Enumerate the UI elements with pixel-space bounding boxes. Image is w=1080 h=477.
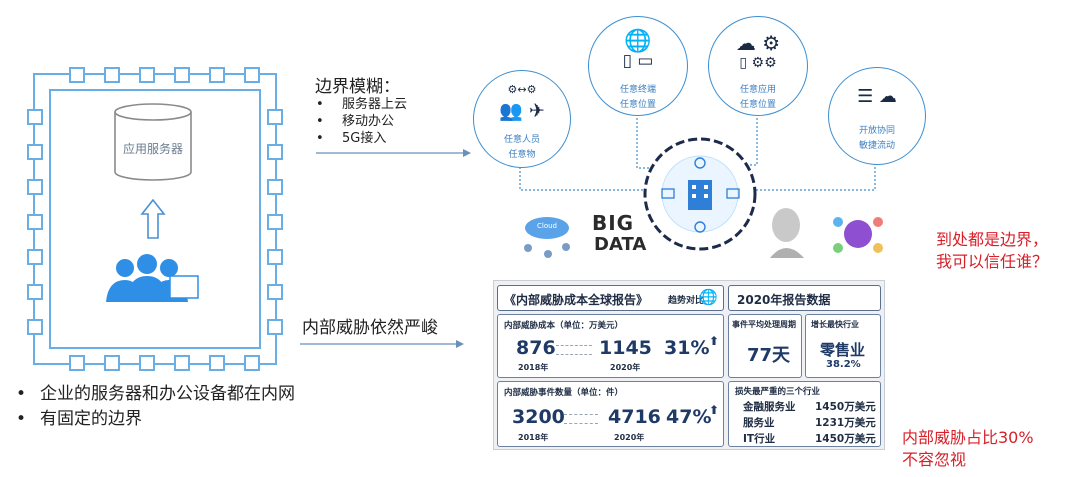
circle-line2: 敏捷流动 [858, 141, 895, 151]
circle-line2: 任意位置 [739, 100, 776, 110]
trend-arrow [556, 345, 592, 355]
phone-settings-icon: ▯ ⚙⚙ [739, 55, 777, 71]
events-label: 内部威胁事件数量（单位：件） [504, 388, 624, 398]
robot-image [770, 208, 804, 258]
boundary-blur-title: 边界模糊： [315, 77, 400, 97]
industry-name: 服务业 [743, 417, 775, 429]
server-label: 应用服务器 [122, 142, 183, 156]
boundary-blur-list: 服务器上云 移动办公 5G接入 [316, 96, 407, 147]
cloud-image [524, 217, 570, 258]
year-label: 2020年 [610, 363, 641, 372]
fastest-box: 增长最快行业 零售业 38.2% [805, 314, 881, 378]
trend-arrow [564, 414, 598, 424]
red-note-line: 内部威胁占比30% [902, 428, 1034, 447]
globe-icon: 🌐 [624, 29, 652, 54]
boundary-blur-item: 5G接入 [316, 130, 407, 147]
circle-line2: 任意位置 [619, 100, 656, 110]
globe-icon: 🌐 [699, 288, 718, 306]
cost-pct: 31% [664, 337, 710, 359]
events-2020: 4716 [608, 406, 661, 428]
industry-value: 1450万美元 [815, 433, 876, 445]
avg-cycle-box: 事件平均处理周期 77天 [728, 314, 802, 378]
inner-threat-title: 内部威胁依然严峻 [302, 318, 438, 338]
big-data-big: BIG [592, 211, 635, 235]
industry-value: 1231万美元 [815, 417, 876, 429]
circle-line2: 任意物 [508, 150, 536, 160]
red-note-line: 我可以信任谁？ [936, 252, 1049, 271]
up-arrow-icon: ⬆ [709, 334, 720, 348]
avg-value: 77天 [747, 345, 791, 366]
avg-label: 事件平均处理周期 [732, 320, 796, 329]
fastest-pct: 38.2% [826, 359, 861, 370]
people-plane-icon: 👥 ✈ [499, 100, 545, 122]
network-bullet: 有固定的边界 [16, 407, 295, 432]
red-note-line: 到处都是边界， [936, 230, 1049, 249]
red-note-line: 不容忽视 [902, 450, 967, 469]
network-bullets: 企业的服务器和办公设备都在内网 有固定的边界 [16, 382, 295, 432]
year-label: 2018年 [518, 433, 549, 442]
laptop-icon [169, 275, 199, 299]
circle-people-things: ⚙↔⚙ 👥 ✈ 任意人员 任意物 [473, 70, 571, 168]
industry-value: 1450万美元 [815, 401, 876, 413]
boundary-inner [49, 89, 261, 349]
cost-2018: 876 [516, 337, 556, 359]
monitor-node-icon [726, 188, 740, 199]
cloud-gear-icon: ☁ ⚙ [735, 31, 781, 55]
monitor-node-icon [661, 188, 675, 199]
user-node-icon [694, 157, 706, 169]
up-arrow-icon [140, 198, 166, 239]
red-note-ratio: 内部威胁占比30% 不容忽视 [902, 427, 1034, 471]
events-pct: 47% [666, 406, 712, 428]
network-bullet: 企业的服务器和办公设备都在内网 [16, 382, 295, 407]
link-arrows-icon: ⚙↔⚙ [507, 83, 537, 96]
rack-cloud-icon: ☰ ☁ [857, 86, 897, 107]
fastest-value: 零售业 [820, 341, 866, 359]
red-note-everywhere: 到处都是边界， 我可以信任谁？ [936, 229, 1048, 273]
industry-name: IT行业 [743, 433, 776, 445]
circle-line1: 任意终端 [619, 85, 656, 95]
events-2018: 3200 [512, 406, 565, 428]
events-box: 内部威胁事件数量（单位：件） 3200 4716 47% ⬆ 2018年 202… [497, 381, 724, 447]
circle-line1: 任意应用 [739, 85, 776, 95]
database-icon [114, 103, 192, 181]
cost-box: 内部威胁成本（单位：万美元） 876 1145 31% ⬆ 2018年 2020… [497, 314, 724, 378]
circle-line1: 开放协同 [858, 126, 895, 136]
big-data-data: DATA [594, 234, 647, 255]
tablet-box-icon: ▯ ▭ [622, 51, 654, 71]
boundary-blur-item: 服务器上云 [316, 96, 407, 113]
report-title: 《内部威胁成本全球报告》 [504, 293, 649, 307]
loss-label: 损失最严重的三个行业 [735, 387, 821, 397]
report-header-left: 《内部威胁成本全球报告》 趋势对比 🌐 [497, 285, 724, 311]
cost-2020: 1145 [599, 337, 652, 359]
boundary-blur-item: 移动办公 [316, 113, 407, 130]
circle-terminals: 🌐 ▯ ▭ 任意终端 任意位置 [588, 16, 688, 116]
building-icon [688, 180, 712, 210]
report-header-right: 2020年报告数据 [728, 285, 881, 311]
report-year-title: 2020年报告数据 [737, 293, 831, 307]
fastest-label: 增长最快行业 [811, 320, 859, 329]
boundary-notches [27, 67, 283, 371]
industry-name: 金融服务业 [743, 401, 796, 413]
iot-image [833, 217, 883, 253]
circle-collaboration: ☰ ☁ 开放协同 敏捷流动 [828, 67, 926, 165]
loss-industries-box: 损失最严重的三个行业 金融服务业 1450万美元 服务业 1231万美元 IT行… [728, 381, 881, 447]
circle-applications: ☁ ⚙ ▯ ⚙⚙ 任意应用 任意位置 [708, 16, 808, 116]
year-label: 2018年 [518, 363, 549, 372]
cloud-image-label: Cloud [537, 222, 557, 230]
up-arrow-icon: ⬆ [709, 403, 720, 417]
circle-line1: 任意人员 [503, 135, 540, 145]
year-label: 2020年 [614, 433, 645, 442]
cost-label: 内部威胁成本（单位：万美元） [504, 321, 624, 331]
user-node-icon [694, 221, 706, 233]
report-subtitle: 趋势对比 [668, 296, 705, 306]
